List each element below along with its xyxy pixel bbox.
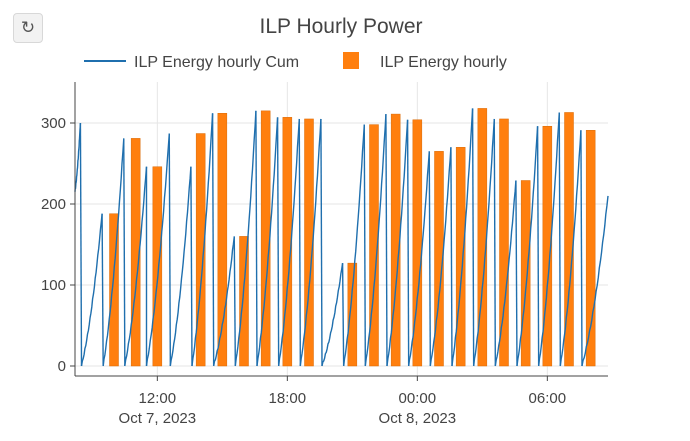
x-tick-label: 00:00	[399, 390, 437, 407]
line-reset	[79, 122, 83, 367]
line-segment[interactable]	[299, 118, 322, 367]
bar[interactable]	[217, 113, 228, 367]
x-tick-date-label: Oct 8, 2023	[379, 410, 457, 427]
bar[interactable]	[152, 166, 163, 367]
line-segment[interactable]	[124, 166, 148, 367]
line-segment[interactable]	[145, 133, 170, 367]
line-reset	[211, 113, 215, 367]
line-reset	[363, 124, 367, 367]
line-reset	[255, 110, 258, 367]
line-segment[interactable]	[364, 114, 387, 367]
line-segment[interactable]	[213, 236, 235, 367]
legend-bar-swatch	[343, 52, 359, 69]
x-tick-label: 06:00	[529, 390, 567, 407]
y-tick-label: 0	[58, 358, 66, 375]
line-segment[interactable]	[343, 124, 365, 367]
y-tick-label: 200	[41, 196, 66, 213]
line-reset	[515, 180, 518, 367]
line-reset	[471, 108, 475, 367]
bar[interactable]	[260, 110, 271, 367]
line-reset	[233, 236, 237, 367]
line-reset	[168, 133, 172, 367]
line-reset	[276, 117, 280, 367]
line-reset	[101, 213, 104, 367]
line-segment[interactable]	[516, 126, 539, 367]
line-segment[interactable]	[321, 262, 344, 367]
line-reset	[320, 118, 323, 367]
line-reset	[558, 112, 562, 367]
line-segment[interactable]	[102, 138, 125, 367]
line-reset	[341, 263, 345, 367]
line-segment[interactable]	[191, 113, 214, 367]
bar[interactable]	[195, 133, 206, 367]
line-segment[interactable]	[451, 108, 474, 367]
y-tick-label: 100	[41, 277, 66, 294]
reset-icon: ↻	[20, 18, 36, 37]
legend: ILP Energy hourly Cum ILP Energy hourly	[84, 52, 507, 71]
bar[interactable]	[520, 180, 531, 367]
line-reset	[385, 114, 388, 367]
legend-label-cum: ILP Energy hourly Cum	[134, 54, 299, 71]
line-reset	[298, 118, 302, 367]
line-segment[interactable]	[386, 119, 409, 367]
line-segment[interactable]	[80, 213, 103, 367]
bar[interactable]	[109, 213, 119, 367]
line-reset	[406, 119, 410, 367]
bar[interactable]	[499, 118, 509, 367]
line-reset	[536, 126, 540, 367]
line-series	[74, 108, 609, 367]
line-segment[interactable]	[559, 130, 582, 367]
bar[interactable]	[455, 147, 466, 367]
line-reset	[190, 166, 193, 367]
line-reset	[123, 138, 126, 367]
line-segment[interactable]	[278, 118, 300, 367]
bar[interactable]	[390, 113, 401, 367]
line-reset	[450, 147, 453, 367]
axes: 0 100 200 300 12:00 Oct 7, 2023 18:00 00:00 Oct …	[41, 82, 608, 427]
x-tick-label: 12:00	[139, 390, 177, 407]
bar[interactable]	[369, 124, 379, 367]
line-reset	[493, 118, 497, 367]
line-segment[interactable]	[494, 180, 517, 367]
line-segment[interactable]	[473, 118, 495, 367]
line-segment[interactable]	[74, 122, 82, 192]
bar[interactable]	[585, 130, 596, 367]
line-segment[interactable]	[581, 195, 609, 367]
line-segment[interactable]	[429, 147, 452, 367]
line-segment[interactable]	[234, 110, 257, 367]
bar[interactable]	[130, 138, 141, 367]
bar[interactable]	[239, 236, 249, 367]
line-segment[interactable]	[408, 151, 430, 367]
y-tick-label: 300	[41, 115, 66, 132]
bar[interactable]	[347, 262, 358, 367]
line-segment[interactable]	[538, 112, 560, 367]
bar[interactable]	[434, 151, 444, 367]
line-reset	[428, 151, 432, 367]
x-tick-label: 18:00	[269, 390, 307, 407]
chart-title: ILP Hourly Power	[259, 15, 422, 38]
bar-series	[109, 108, 596, 367]
bar[interactable]	[542, 125, 553, 367]
legend-label-hourly: ILP Energy hourly	[380, 54, 507, 71]
reset-button[interactable]: ↻	[13, 13, 43, 43]
line-segment[interactable]	[169, 166, 192, 367]
x-tick-date-label: Oct 7, 2023	[119, 410, 197, 427]
line-segment[interactable]	[256, 117, 279, 367]
bar[interactable]	[282, 117, 293, 367]
line-reset	[580, 130, 583, 367]
